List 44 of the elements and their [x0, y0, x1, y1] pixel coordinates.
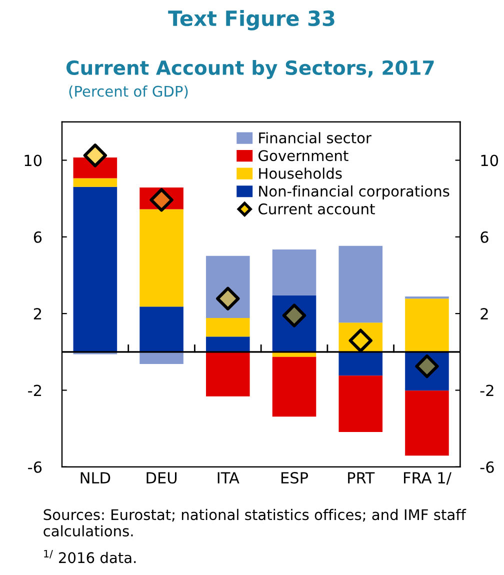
x-tick-label: FRA 1/ — [404, 472, 452, 485]
bar — [73, 178, 118, 187]
chart-subtitle: Current Account by Sectors, 2017 — [66, 60, 434, 79]
point — [150, 188, 174, 212]
chart-title: Text Figure 33 — [168, 10, 334, 30]
text: $^{1/}$ 2016 data. — [44, 550, 136, 564]
bar — [405, 390, 449, 456]
bar — [206, 336, 250, 352]
bar — [73, 186, 118, 352]
bar — [338, 246, 383, 323]
y-tick-label: -6 — [28, 461, 42, 473]
x-tick-label: PRT — [348, 472, 375, 484]
x-tick-label: ITA — [218, 472, 240, 484]
legend-label: Financial sector — [259, 132, 372, 144]
y2-tick-label: 2 — [480, 308, 488, 320]
y2-tick-label: 10 — [481, 154, 498, 166]
bar — [272, 352, 316, 357]
legend-label: Non-financial corporations — [259, 185, 450, 200]
point — [83, 144, 107, 168]
y2-tick-label: 6 — [480, 231, 488, 243]
y-axis-title: (Percent of GDP) — [69, 86, 188, 99]
bar — [140, 306, 184, 352]
y2-tick-label: -6 — [480, 461, 494, 473]
bar — [140, 209, 184, 307]
y2-tick-label: -2 — [480, 384, 494, 396]
x-tick-label: ESP — [281, 472, 308, 484]
x-tick-label: DEU — [146, 472, 177, 484]
y-tick-label: 6 — [34, 231, 42, 243]
x-tick-label: NLD — [80, 472, 110, 484]
legend-label: Government — [258, 150, 348, 162]
y-tick-label: -2 — [28, 384, 42, 396]
bar — [338, 352, 383, 376]
legend-label: Households — [259, 168, 342, 179]
y-tick-label: 2 — [34, 308, 42, 320]
bar — [206, 352, 250, 396]
bar — [272, 356, 316, 417]
bar — [338, 376, 383, 432]
source-note: Sources: Eurostat; national statistics offices; and IMF staff calculations. — [44, 508, 466, 536]
bar — [206, 318, 250, 337]
bar — [272, 250, 316, 296]
legend-label: Current account — [258, 203, 375, 214]
y-tick-label: 10 — [24, 154, 42, 166]
bar — [140, 352, 184, 364]
bar — [405, 298, 449, 352]
